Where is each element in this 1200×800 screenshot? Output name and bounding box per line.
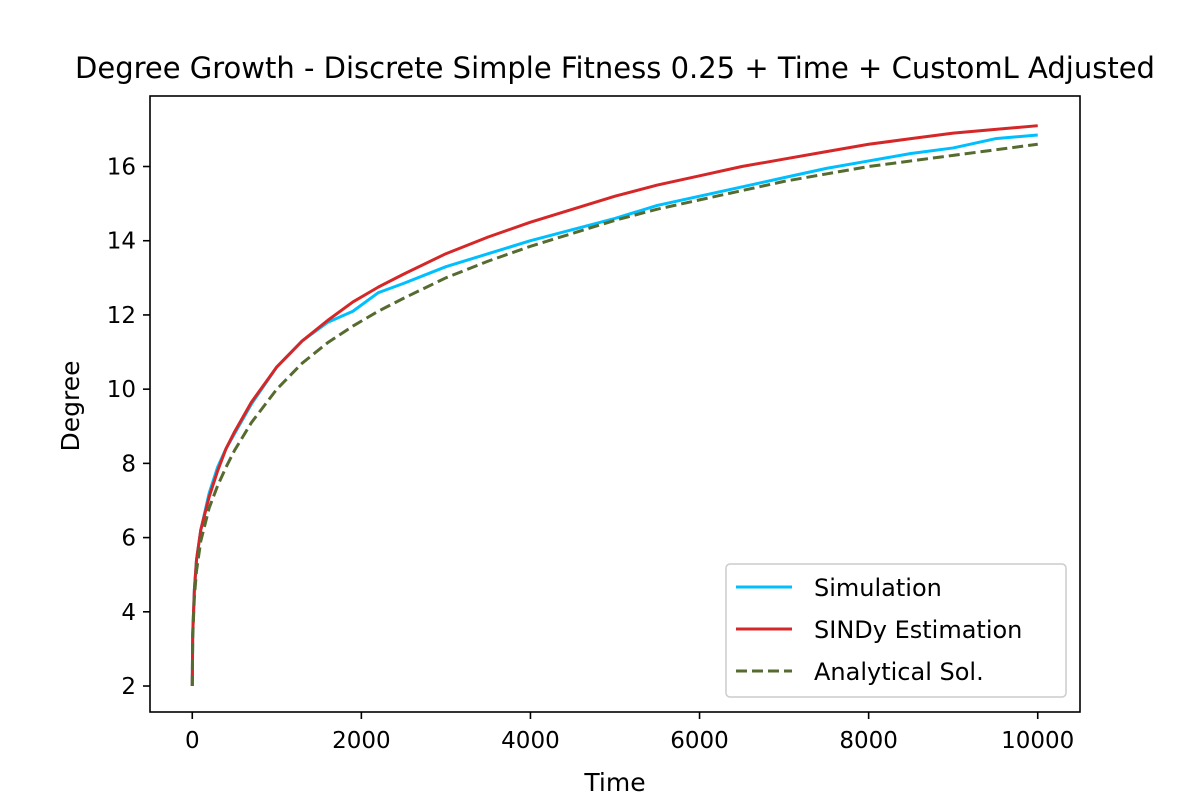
x-tick-label: 10000 bbox=[1001, 728, 1074, 754]
y-tick-label: 12 bbox=[107, 303, 136, 329]
y-tick-label: 8 bbox=[121, 451, 136, 477]
legend-label-2: Analytical Sol. bbox=[814, 658, 984, 686]
axes-frame bbox=[149, 95, 1081, 713]
legend-label-0: Simulation bbox=[814, 574, 942, 602]
y-axis-label: Degree bbox=[56, 361, 85, 452]
y-tick-label: 10 bbox=[107, 377, 136, 403]
x-tick-label: 2000 bbox=[332, 728, 391, 754]
series-line-1 bbox=[190, 124, 1038, 687]
x-tick-label: 6000 bbox=[670, 728, 729, 754]
x-tick-label: 4000 bbox=[501, 728, 560, 754]
y-tick-label: 6 bbox=[121, 526, 136, 552]
x-tick-label: 8000 bbox=[839, 728, 898, 754]
y-tick-label: 2 bbox=[121, 674, 136, 700]
x-axis-label: Time bbox=[583, 768, 645, 797]
legend: Simulation SINDy Estimation Analytical Sol… bbox=[725, 563, 1067, 698]
series-layer bbox=[190, 124, 1038, 687]
y-tick-label: 16 bbox=[107, 155, 136, 181]
y-tick-label: 4 bbox=[121, 600, 136, 626]
legend-box bbox=[725, 563, 1067, 698]
y-tick-label: 14 bbox=[107, 229, 136, 255]
series-line-2 bbox=[190, 142, 1038, 687]
legend-label-1: SINDy Estimation bbox=[814, 616, 1022, 644]
axes-layer: 0 2000 4000 6000 8000 10000 2 4 6 8 10 12 14 16 bbox=[107, 95, 1081, 754]
x-tick-label: 0 bbox=[185, 728, 200, 754]
chart-title: Degree Growth - Discrete Simple Fitness … bbox=[75, 51, 1155, 85]
